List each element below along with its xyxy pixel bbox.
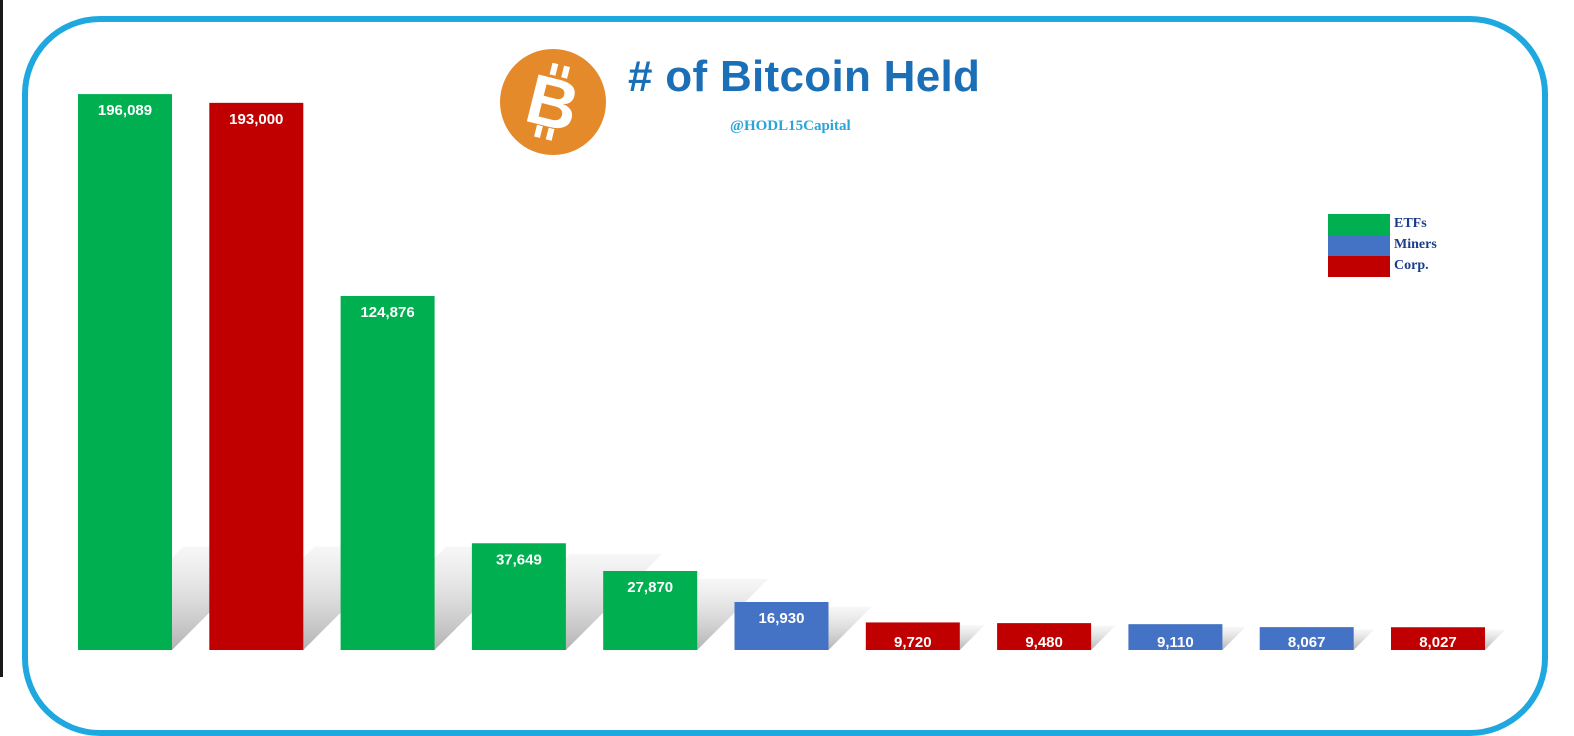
legend-swatch-corp	[1328, 256, 1390, 277]
chart-title: # of Bitcoin Held	[628, 52, 981, 101]
bar-corp-11	[1391, 627, 1485, 650]
bar-etfs-3	[340, 295, 435, 650]
bar-value-label-6: 16,930	[759, 610, 805, 627]
bar-labels-group: 196,089 193,000 124,876 37,649 27,870 16,930 9…	[98, 102, 1457, 651]
bar-value-label-9: 9,110	[1157, 634, 1194, 651]
bar-miners-6	[734, 602, 829, 650]
legend-swatch-miners	[1328, 235, 1390, 256]
bar-value-label-7: 9,720	[894, 634, 932, 651]
bar-miners-10	[1259, 627, 1354, 650]
legend-label-etfs: ETFs	[1394, 216, 1427, 231]
legend-label-miners: Miners	[1394, 237, 1437, 252]
bar-etfs-5	[603, 570, 698, 650]
legend-label-corp: Corp.	[1394, 258, 1429, 273]
legend-item-miners: Miners	[1328, 235, 1488, 256]
bar-corp-8	[997, 623, 1092, 650]
bar-value-label-4: 37,649	[496, 551, 542, 568]
bars-group	[78, 94, 1485, 651]
bar-etfs-4	[471, 543, 566, 650]
bar-value-label-11: 8,027	[1419, 634, 1457, 651]
image-edge	[0, 0, 3, 677]
legend-item-etfs: ETFs	[1328, 214, 1488, 235]
legend-item-corp: Corp.	[1328, 256, 1488, 277]
bar-value-label-10: 8,067	[1288, 634, 1326, 651]
bar-etfs-1	[78, 94, 172, 650]
bar-miners-9	[1128, 624, 1223, 650]
bitcoin-logo-icon: B	[500, 49, 606, 155]
bar-corp-7	[865, 622, 960, 650]
legend: ETFs Miners Corp.	[1328, 214, 1488, 277]
legend-swatch-etfs	[1328, 214, 1390, 235]
bar-value-label-1: 196,089	[98, 102, 152, 119]
bar-value-label-3: 124,876	[360, 304, 414, 321]
chart-subtitle: @HODL15Capital	[730, 118, 851, 134]
bar-corp-2	[209, 102, 304, 651]
bar-value-label-2: 193,000	[229, 111, 283, 128]
bar-chart: 196,089 193,000 124,876 37,649 27,870 16,930 9…	[78, 94, 1506, 651]
bar-value-label-8: 9,480	[1025, 634, 1063, 651]
bar-value-label-5: 27,870	[627, 579, 673, 596]
